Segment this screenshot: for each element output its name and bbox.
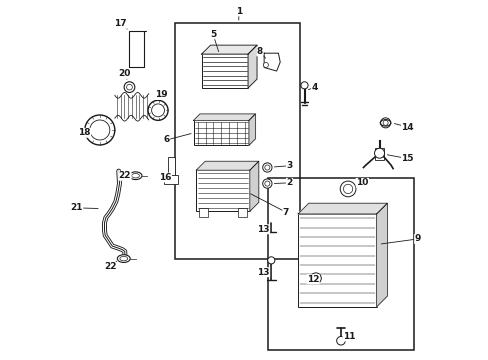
Text: 5: 5 <box>209 30 216 39</box>
Text: 19: 19 <box>155 90 167 99</box>
Circle shape <box>262 179 271 188</box>
Text: 15: 15 <box>401 154 413 163</box>
Text: 20: 20 <box>119 69 131 78</box>
Circle shape <box>148 100 168 120</box>
Text: 21: 21 <box>70 203 82 212</box>
Text: 4: 4 <box>311 83 317 92</box>
Circle shape <box>84 115 115 145</box>
Ellipse shape <box>129 172 142 180</box>
Bar <box>175 23 299 258</box>
Text: 22: 22 <box>118 171 131 180</box>
Bar <box>201 54 247 88</box>
Text: 6: 6 <box>163 135 169 144</box>
Text: 14: 14 <box>401 123 413 132</box>
Text: 3: 3 <box>286 161 292 170</box>
Bar <box>374 148 383 160</box>
Text: 7: 7 <box>282 208 288 217</box>
Circle shape <box>374 148 384 158</box>
Bar <box>238 208 246 217</box>
Text: 12: 12 <box>306 275 319 284</box>
Polygon shape <box>248 114 255 145</box>
Text: 13: 13 <box>257 268 269 277</box>
Text: 17: 17 <box>114 19 126 28</box>
Ellipse shape <box>117 255 130 262</box>
Text: 22: 22 <box>104 262 117 271</box>
Text: 8: 8 <box>256 47 263 56</box>
Bar <box>164 175 178 184</box>
Circle shape <box>340 181 355 197</box>
Bar <box>193 120 248 145</box>
Circle shape <box>380 118 390 128</box>
Text: 2: 2 <box>286 178 292 187</box>
Polygon shape <box>201 45 257 54</box>
Circle shape <box>300 82 307 89</box>
Text: 10: 10 <box>355 178 368 187</box>
Circle shape <box>336 337 345 345</box>
Polygon shape <box>264 53 280 71</box>
Text: 1: 1 <box>235 7 242 16</box>
Bar <box>298 214 376 307</box>
Bar <box>267 178 413 350</box>
Circle shape <box>262 163 271 172</box>
Polygon shape <box>376 203 386 307</box>
Bar <box>199 208 207 217</box>
Text: 13: 13 <box>257 225 269 234</box>
Polygon shape <box>247 45 257 88</box>
Circle shape <box>263 63 268 67</box>
Text: 11: 11 <box>342 332 355 341</box>
Circle shape <box>310 273 321 284</box>
Polygon shape <box>193 114 255 120</box>
Bar <box>196 170 249 211</box>
Circle shape <box>267 257 274 264</box>
Bar <box>167 157 175 178</box>
Circle shape <box>124 82 135 93</box>
Polygon shape <box>249 161 258 211</box>
Text: 18: 18 <box>78 129 91 138</box>
Text: 16: 16 <box>159 173 171 182</box>
Polygon shape <box>196 161 258 170</box>
Text: 9: 9 <box>414 234 420 243</box>
Polygon shape <box>298 203 386 214</box>
